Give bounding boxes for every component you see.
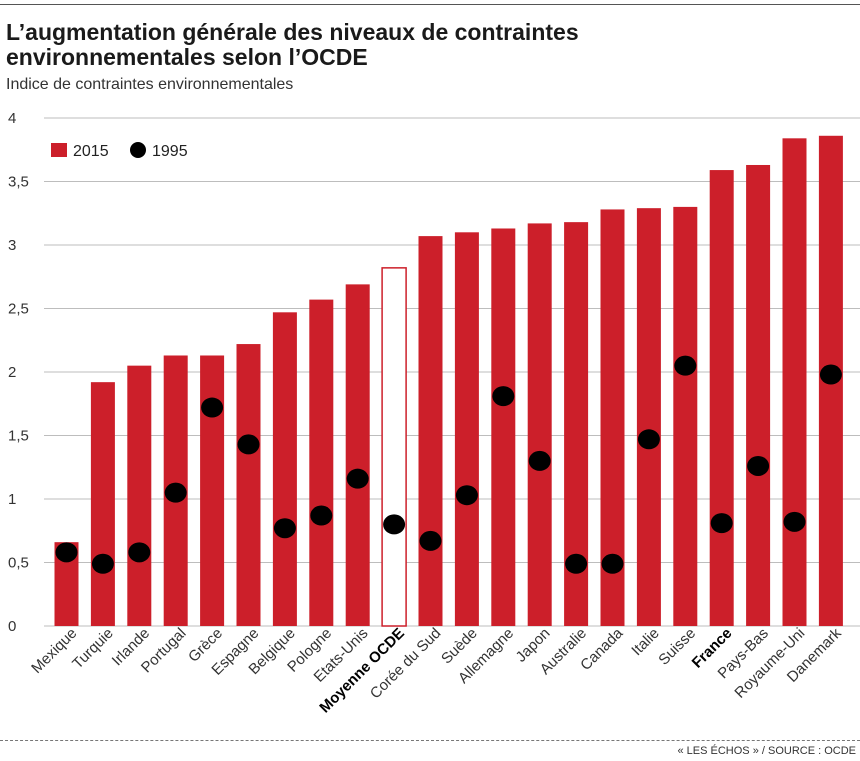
dot-1995 <box>128 542 151 563</box>
y-tick-label: 2 <box>8 364 16 381</box>
dot-1995 <box>55 542 78 563</box>
bar-2015 <box>200 355 225 626</box>
bar-2015 <box>345 284 370 626</box>
chart-title: L’augmentation générale des niveaux de c… <box>6 19 579 70</box>
dot-1995 <box>601 553 624 574</box>
legend-swatch-1995 <box>130 142 146 158</box>
bar-2015 <box>272 312 297 626</box>
bar-2015 <box>527 223 552 626</box>
x-tick-label: Turquie <box>69 625 117 673</box>
source-note: « LES ÉCHOS » / SOURCE : OCDE <box>677 745 857 757</box>
bar-2015 <box>381 267 407 627</box>
bar-2015 <box>673 206 698 626</box>
dot-1995 <box>637 429 660 450</box>
y-tick-label: 4 <box>8 110 16 127</box>
dot-1995 <box>273 518 296 539</box>
x-tick-label: Mexique <box>28 625 80 677</box>
bar-2015 <box>491 228 516 627</box>
bar-2015 <box>236 344 261 626</box>
bar-2015 <box>454 232 479 627</box>
dot-1995 <box>783 511 806 532</box>
bottom-rule <box>0 740 860 741</box>
bar-2015 <box>636 208 661 627</box>
chart-subtitle: Indice de contraintes environnementales <box>6 76 294 93</box>
legend-swatch-2015 <box>51 143 67 157</box>
dot-1995 <box>565 553 588 574</box>
dot-1995 <box>492 386 515 407</box>
y-tick-label: 0,5 <box>8 555 29 572</box>
dot-1995 <box>310 505 333 526</box>
y-tick-label: 3,5 <box>8 174 29 191</box>
bar-2015 <box>746 164 771 626</box>
dot-1995 <box>674 355 697 376</box>
top-rule <box>0 4 860 5</box>
dot-1995 <box>383 514 406 535</box>
legend-label-1995: 1995 <box>152 143 188 160</box>
y-tick-label: 1,5 <box>8 428 29 445</box>
y-tick-label: 3 <box>8 237 16 254</box>
legend-label-2015: 2015 <box>73 143 109 160</box>
dot-1995 <box>346 468 369 489</box>
bar-2015 <box>90 382 115 626</box>
dot-1995 <box>419 530 442 551</box>
dot-1995 <box>201 397 224 418</box>
bar-2015 <box>309 299 334 626</box>
dot-1995 <box>819 364 842 385</box>
bar-2015 <box>782 138 807 626</box>
bar-chart: 00,511,522,533,54MexiqueTurquieIrlandePo… <box>8 110 860 716</box>
dot-1995 <box>528 450 551 471</box>
dot-1995 <box>91 553 114 574</box>
y-tick-label: 1 <box>8 491 16 508</box>
dot-1995 <box>164 482 187 503</box>
y-tick-label: 2,5 <box>8 301 29 318</box>
y-tick-label: 0 <box>8 618 16 635</box>
dot-1995 <box>237 434 260 455</box>
dot-1995 <box>455 485 478 506</box>
dot-1995 <box>710 513 733 534</box>
dot-1995 <box>747 455 770 476</box>
bar-2015 <box>709 170 734 626</box>
bar-2015 <box>418 236 443 627</box>
bar-2015 <box>127 365 152 626</box>
